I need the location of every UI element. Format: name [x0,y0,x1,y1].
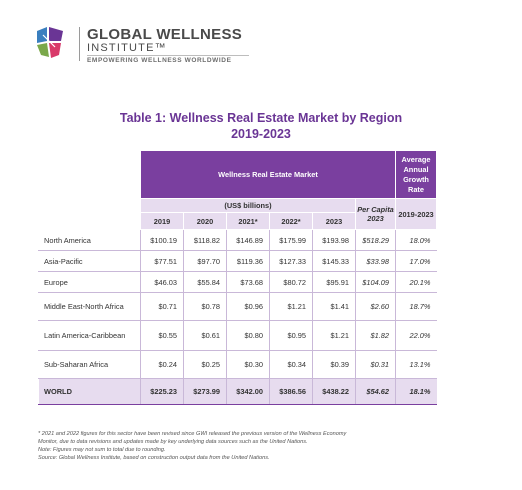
value-cell: $342.00 [226,378,270,405]
per-capita-cell: $2.60 [355,292,396,321]
growth-years-header: 2019-2023 [395,198,437,230]
per-capita-cell: $1.82 [355,320,396,351]
per-capita-cell: $33.98 [355,250,396,272]
value-cell: $0.30 [226,350,270,379]
brand-name: GLOBAL WELLNESS [87,26,243,43]
table-row: Europe $46.03 $55.84 $73.68 $80.72 $95.9… [38,271,437,293]
brand-subname: INSTITUTE™ [87,42,167,54]
total-row: WORLD $225.23 $273.99 $342.00 $386.56 $4… [38,378,437,405]
value-cell: $0.39 [312,350,356,379]
table-title: Table 1: Wellness Real Estate Market by … [0,110,522,142]
year-header: 2022* [269,212,313,230]
growth-cell: 20.1% [395,271,437,293]
value-cell: $225.23 [140,378,184,405]
value-cell: $0.25 [183,350,227,379]
region-cell: WORLD [38,378,141,405]
table-row: Sub-Saharan Africa $0.24 $0.25 $0.30 $0.… [38,350,437,379]
region-cell: Europe [38,271,141,293]
value-cell: $118.82 [183,229,227,251]
region-cell: Sub-Saharan Africa [38,350,141,379]
value-cell: $1.41 [312,292,356,321]
value-cell: $1.21 [269,292,313,321]
value-cell: $0.80 [226,320,270,351]
table-title-line2: 2019-2023 [231,127,291,141]
table-row: North America $100.19 $118.82 $146.89 $1… [38,229,437,251]
per-capita-header: Per Capita 2023 [355,198,396,230]
value-cell: $0.71 [140,292,184,321]
value-cell: $146.89 [226,229,270,251]
growth-cell: 13.1% [395,350,437,379]
units-label: (US$ billions) [140,198,356,213]
region-cell: Middle East-North Africa [38,292,141,321]
year-header: 2020 [183,212,227,230]
footnote: * 2021 and 2022 figures for this sector … [38,431,347,437]
table-title-line1: Table 1: Wellness Real Estate Market by … [119,111,403,125]
value-cell: $273.99 [183,378,227,405]
table-row: Latin America-Caribbean $0.55 $0.61 $0.8… [38,320,437,351]
value-cell: $55.84 [183,271,227,293]
per-capita-cell: $54.62 [355,378,396,405]
market-table: Wellness Real Estate Market Average Annu… [38,150,437,405]
value-cell: $1.21 [312,320,356,351]
per-capita-cell: $518.29 [355,229,396,251]
growth-cell: 22.0% [395,320,437,351]
brand-rule [87,55,249,56]
footnote: Source: Global Wellness Institute, based… [38,455,270,461]
table-row: Middle East-North Africa $0.71 $0.78 $0.… [38,292,437,321]
footnotes: * 2021 and 2022 figures for this sector … [38,430,478,462]
value-cell: $127.33 [269,250,313,272]
value-cell: $95.91 [312,271,356,293]
year-header: 2019 [140,212,184,230]
band-label: Wellness Real Estate Market [140,150,396,199]
growth-cell: 17.0% [395,250,437,272]
value-cell: $0.78 [183,292,227,321]
table-row: Asia-Pacific $77.51 $97.70 $119.36 $127.… [38,250,437,272]
year-header: 2021* [226,212,270,230]
value-cell: $386.56 [269,378,313,405]
value-cell: $100.19 [140,229,184,251]
value-cell: $119.36 [226,250,270,272]
growth-header: Average Annual Growth Rate [395,150,437,199]
growth-cell: 18.1% [395,378,437,405]
value-cell: $0.55 [140,320,184,351]
value-cell: $0.95 [269,320,313,351]
growth-cell: 18.7% [395,292,437,321]
value-cell: $175.99 [269,229,313,251]
region-cell: Latin America-Caribbean [38,320,141,351]
value-cell: $0.96 [226,292,270,321]
value-cell: $0.24 [140,350,184,379]
value-cell: $0.34 [269,350,313,379]
corner-cell [38,150,141,199]
value-cell: $73.68 [226,271,270,293]
value-cell: $145.33 [312,250,356,272]
region-cell: North America [38,229,141,251]
logo-divider [79,27,80,61]
brand-tagline: EMPOWERING WELLNESS WORLDWIDE [87,57,232,64]
value-cell: $193.98 [312,229,356,251]
year-header: 2023 [312,212,356,230]
footnote: Monitor, due to data revisions and updat… [38,439,308,445]
footnote: Note: Figures may not sum to total due t… [38,447,166,453]
gwi-logo-icon [37,27,63,58]
value-cell: $46.03 [140,271,184,293]
region-cell: Asia-Pacific [38,250,141,272]
value-cell: $97.70 [183,250,227,272]
value-cell: $80.72 [269,271,313,293]
per-capita-cell: $0.31 [355,350,396,379]
growth-cell: 18.0% [395,229,437,251]
value-cell: $0.61 [183,320,227,351]
value-cell: $438.22 [312,378,356,405]
value-cell: $77.51 [140,250,184,272]
per-capita-cell: $104.09 [355,271,396,293]
